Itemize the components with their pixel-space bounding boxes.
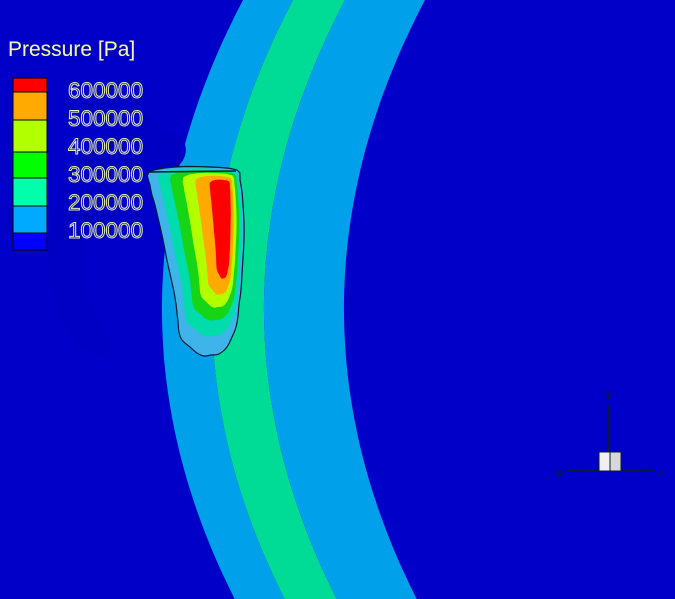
svg-text:100000: 100000 [68, 218, 143, 243]
svg-text:600000: 600000 [68, 78, 143, 103]
svg-text:500000: 500000 [68, 106, 143, 131]
svg-text:Y: Y [604, 388, 613, 403]
svg-text:300000: 300000 [68, 162, 143, 187]
svg-text:Pressure [Pa]: Pressure [Pa] [8, 38, 135, 61]
svg-text:Z: Z [656, 466, 664, 481]
svg-text:400000: 400000 [68, 134, 143, 159]
svg-text:X: X [555, 466, 564, 481]
svg-text:200000: 200000 [68, 190, 143, 215]
